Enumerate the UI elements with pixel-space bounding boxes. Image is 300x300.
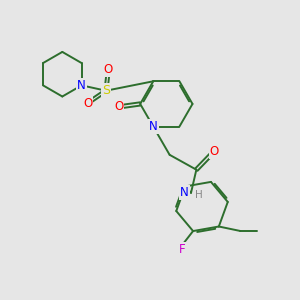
Text: O: O (114, 100, 123, 113)
Text: N: N (180, 186, 189, 200)
Text: H: H (196, 190, 203, 200)
Text: S: S (102, 84, 110, 97)
Text: O: O (83, 97, 92, 110)
Text: N: N (149, 120, 158, 133)
Text: O: O (210, 145, 219, 158)
Text: N: N (77, 79, 86, 92)
Text: O: O (104, 63, 113, 76)
Text: F: F (179, 243, 186, 256)
